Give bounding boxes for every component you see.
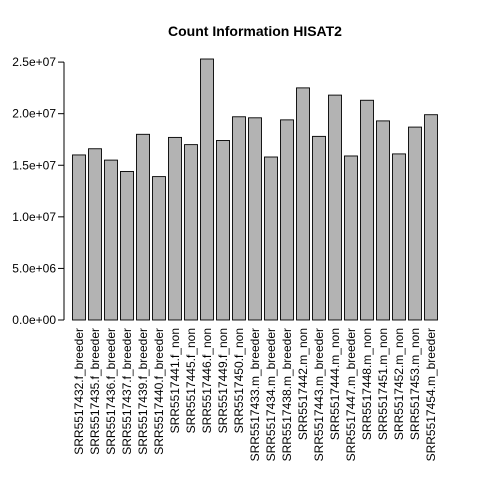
x-axis-labels: SRR5517432.f_breeder SRR5517435.f_breeder… (72, 328, 438, 461)
bar (248, 117, 262, 321)
x-category-label: SRR5517454.m_breeder (424, 328, 438, 461)
bar (344, 155, 358, 321)
bar (424, 114, 438, 321)
y-tick-label: 2.0e+07 (12, 107, 56, 121)
x-category-label: SRR5517447.m_breeder (344, 328, 358, 461)
x-category-label: SRR5517433.m_breeder (248, 328, 262, 461)
bar (264, 156, 278, 321)
x-category-label: SRR5517435.f_breeder (88, 328, 102, 455)
x-category-label: SRR5517449.f_non (216, 328, 230, 433)
x-category-label: SRR5517448.m_non (360, 328, 374, 440)
bar (184, 144, 198, 321)
y-tick-label: 1.5e+07 (12, 158, 56, 172)
x-category-label: SRR5517444.m_non (328, 328, 342, 440)
x-category-label: SRR5517432.f_breeder (72, 328, 86, 455)
x-category-label: SRR5517436.f_breeder (104, 328, 118, 455)
x-category-label: SRR5517453.m_non (408, 328, 422, 440)
bars (72, 58, 438, 321)
bar (408, 126, 422, 321)
bar (88, 148, 102, 321)
bar (216, 140, 230, 321)
x-category-label: SRR5517452.m_non (392, 328, 406, 440)
x-category-label: SRR5517437.f_breeder (120, 328, 134, 455)
bar (232, 116, 246, 321)
x-category-label: SRR5517441.f_non (168, 328, 182, 433)
bar (328, 94, 342, 321)
bar (280, 119, 294, 321)
y-tick-label: 1.0e+07 (12, 210, 56, 224)
bar (296, 87, 310, 321)
bar (312, 135, 326, 321)
y-tick-label: 5.0e+06 (12, 261, 56, 275)
x-category-label: SRR5517439.f_breeder (136, 328, 150, 455)
bar (392, 153, 406, 321)
bar (360, 99, 374, 321)
bar (136, 133, 150, 321)
x-category-label: SRR5517450.f_non (232, 328, 246, 433)
bar (152, 176, 166, 321)
x-category-label: SRR5517440.f_breeder (152, 328, 166, 455)
bar (168, 136, 182, 321)
y-axis: 0.0e+00 5.0e+06 1.0e+07 1.5e+07 2.0e+07 2.5e+… (12, 55, 65, 327)
bar (72, 154, 86, 321)
x-category-label: SRR5517451.m_non (376, 328, 390, 440)
x-category-label: SRR5517445.f_non (184, 328, 198, 433)
bar (104, 159, 118, 321)
y-tick-label: 2.5e+07 (12, 55, 56, 69)
bar (200, 58, 214, 321)
y-tick-label: 0.0e+00 (12, 313, 56, 327)
x-category-label: SRR5517438.m_breeder (280, 328, 294, 461)
x-category-label: SRR5517443.m_breeder (312, 328, 326, 461)
chart-title: Count Information HISAT2 (168, 23, 342, 39)
x-category-label: SRR5517442.m_non (296, 328, 310, 440)
x-category-label: SRR5517446.f_non (200, 328, 214, 433)
x-category-label: SRR5517434.m_breeder (264, 328, 278, 461)
bar (120, 170, 134, 321)
bar (376, 120, 390, 321)
